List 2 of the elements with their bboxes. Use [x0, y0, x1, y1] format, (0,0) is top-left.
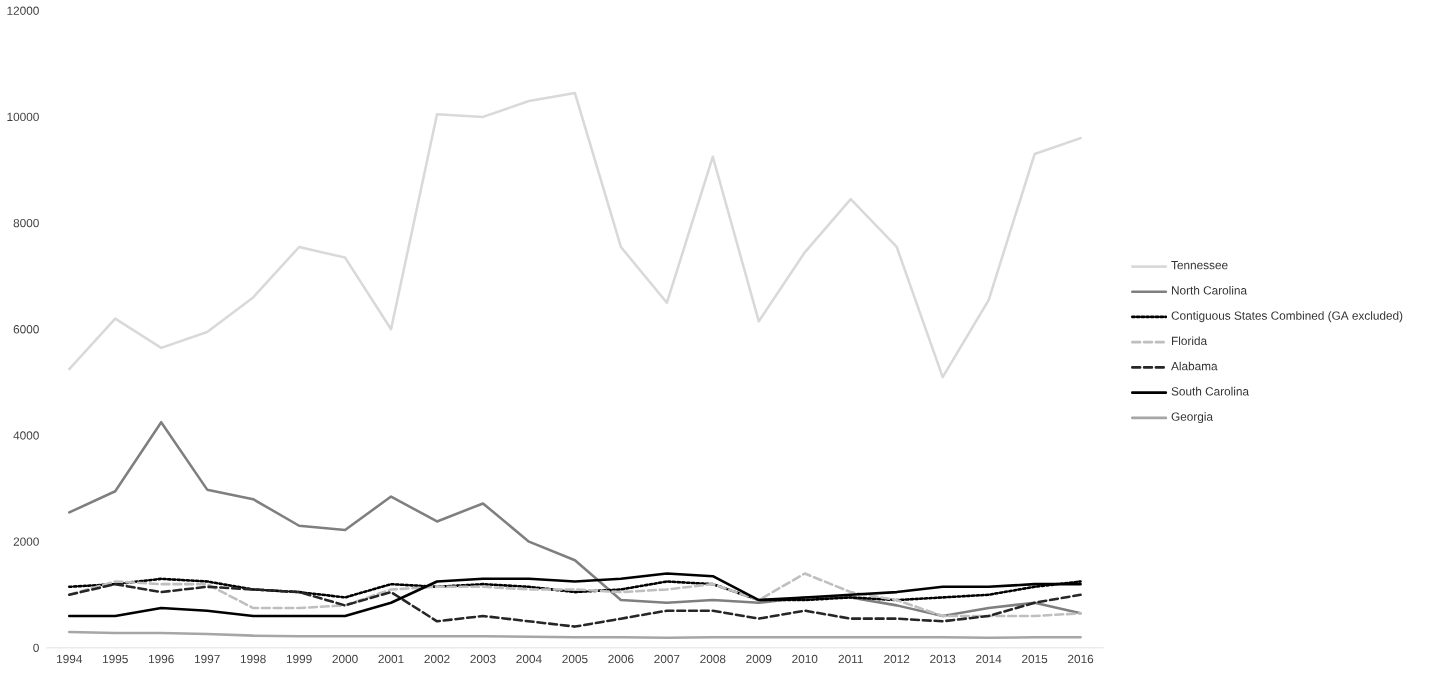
line-series	[67, 91, 1082, 379]
line-series	[67, 421, 1082, 618]
